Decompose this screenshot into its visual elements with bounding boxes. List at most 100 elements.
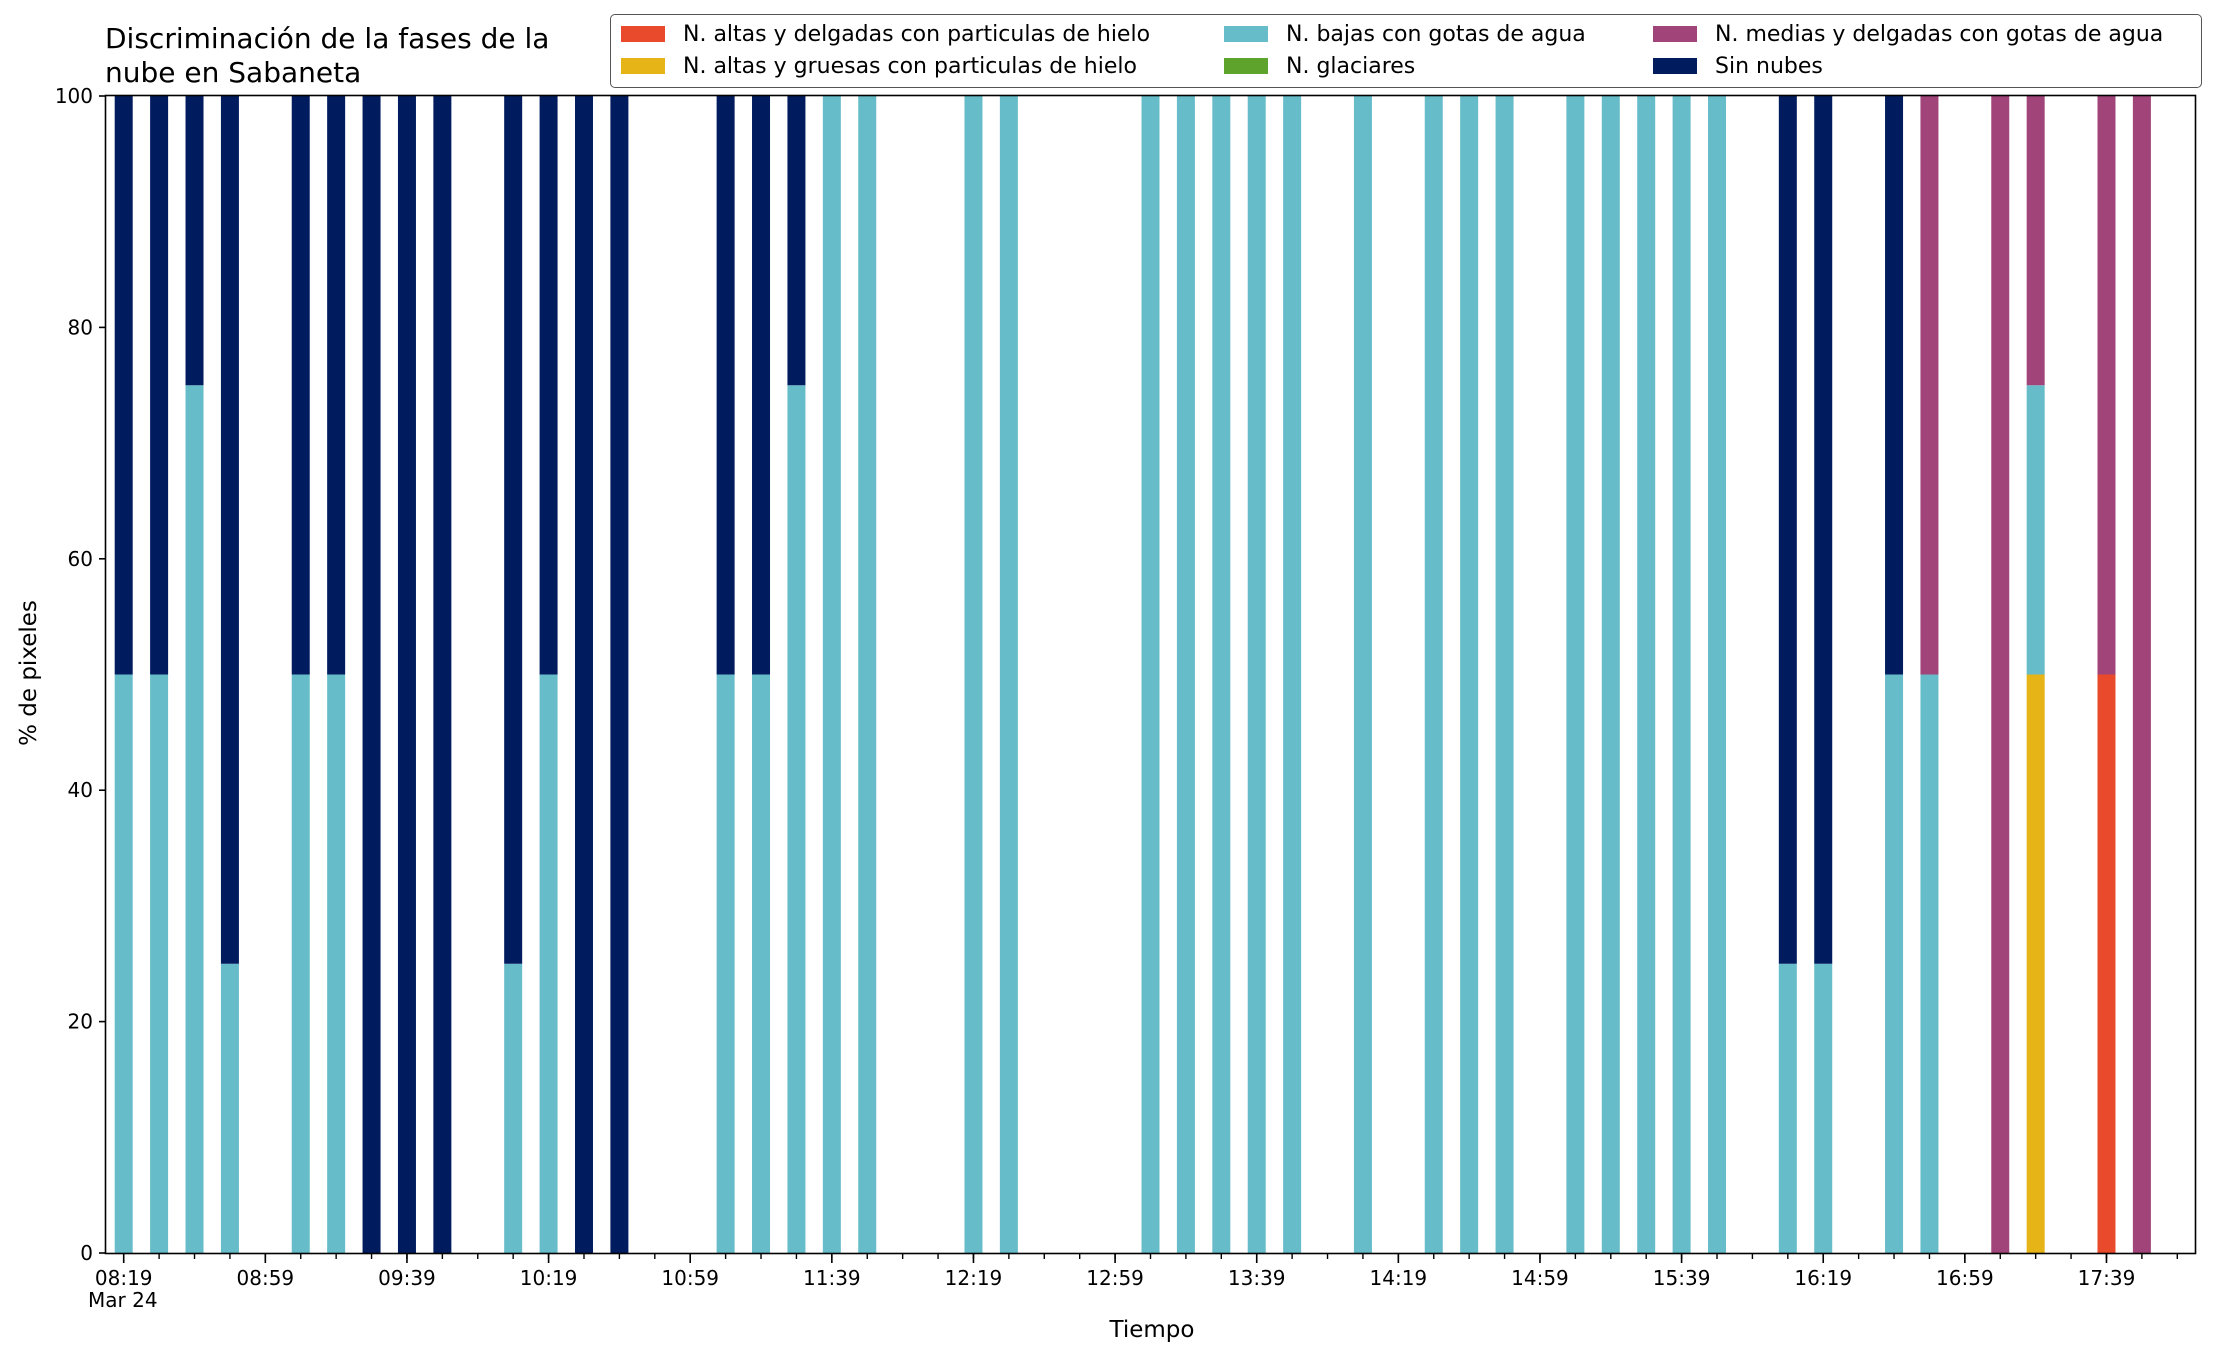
bar-segment-bajas [1885, 674, 1904, 1253]
y-axis-label: % de pixeles [16, 600, 42, 746]
bar-segment-sin_nubes [362, 96, 381, 1253]
legend-item-sin-nubes: Sin nubes [1653, 53, 1823, 81]
x-tick-label: 09:39 [378, 1266, 436, 1290]
chart-title-line-2: nube en Sabaneta [105, 56, 362, 89]
bar-segment-sin_nubes [433, 96, 452, 1253]
bar-segment-sin_nubes [1814, 96, 1833, 964]
bar-segment-sin_nubes [1778, 96, 1797, 964]
legend-label: Sin nubes [1715, 54, 1823, 79]
y-tick-label: 40 [68, 778, 93, 802]
bar-segment-bajas [964, 96, 983, 1253]
bar-segment-bajas [1601, 96, 1620, 1253]
bar-segment-sin_nubes [504, 96, 523, 964]
legend-item-altas-gruesas: N. altas y gruesas con particulas de hie… [621, 53, 1137, 81]
x-axis-label: Tiempo [1109, 1317, 1195, 1343]
bar-segment-bajas [1778, 963, 1797, 1253]
legend-label: N. glaciares [1286, 54, 1416, 79]
chart-title-line-1: Discriminación de la fases de la [105, 22, 550, 55]
x-tick-label: 16:19 [1794, 1266, 1852, 1290]
bar-segment-sin_nubes [716, 96, 735, 675]
bar-segment-bajas [1212, 96, 1231, 1253]
bar-segment-sin_nubes [397, 96, 416, 1253]
bar-segment-bajas [752, 674, 771, 1253]
bar-segment-sin_nubes [787, 96, 806, 386]
bar-segment-bajas [1460, 96, 1479, 1253]
bar-segment-bajas [291, 674, 310, 1253]
bar-segment-bajas [1920, 674, 1939, 1253]
bar-segment-sin_nubes [1885, 96, 1904, 675]
legend-label: N. altas y delgadas con particulas de hi… [683, 22, 1151, 47]
bar-segment-bajas [1566, 96, 1585, 1253]
x-tick-label: 12:19 [945, 1266, 1003, 1290]
legend-item-glaciares: N. glaciares [1224, 53, 1415, 81]
bar-segment-bajas [822, 96, 841, 1253]
x-tick-label: 14:59 [1511, 1266, 1569, 1290]
bar-segment-bajas [858, 96, 877, 1253]
legend-swatch [1653, 58, 1697, 74]
legend-item-medias: N. medias y delgadas con gotas de agua [1653, 21, 2163, 49]
bar-segment-bajas [1353, 96, 1372, 1253]
x-tick-label: 11:39 [803, 1266, 861, 1290]
y-tick-label: 0 [80, 1241, 93, 1265]
bar-segment-bajas [327, 674, 346, 1253]
x-tick-label: 08:19 [95, 1266, 153, 1290]
bar-segment-bajas [1637, 96, 1656, 1253]
y-tick-label: 20 [68, 1010, 93, 1034]
x-tick-label: 10:19 [520, 1266, 578, 1290]
bar-segment-medias [2026, 96, 2045, 386]
x-tick-label: 13:39 [1228, 1266, 1286, 1290]
legend-swatch [1653, 26, 1697, 42]
bar-segment-altas_delgadas [2097, 674, 2116, 1253]
bar-segment-medias [1920, 96, 1939, 675]
legend-swatch [1224, 58, 1268, 74]
bar-segment-medias [1991, 96, 2010, 1253]
legend-label: N. altas y gruesas con particulas de hie… [683, 54, 1137, 79]
legend: N. altas y delgadas con particulas de hi… [610, 14, 2202, 88]
bar-segment-altas_gruesas [2026, 674, 2045, 1253]
bar-segment-sin_nubes [291, 96, 310, 675]
chart-title: Discriminación de la fases de la nube en… [105, 22, 549, 90]
bar-segment-bajas [150, 674, 169, 1253]
legend-label: N. medias y delgadas con gotas de agua [1715, 22, 2164, 47]
bar-segment-bajas [999, 96, 1018, 1253]
bar-segment-sin_nubes [327, 96, 346, 675]
x-tick-label: 12:59 [1086, 1266, 1144, 1290]
bar-segment-sin_nubes [752, 96, 771, 675]
x-tick-label: 10:59 [661, 1266, 719, 1290]
bar-segment-bajas [1672, 96, 1691, 1253]
bar-segment-bajas [504, 963, 523, 1253]
bar-segment-medias [2097, 96, 2116, 675]
bar-segment-bajas [787, 385, 806, 1253]
bar-segment-bajas [1495, 96, 1514, 1253]
legend-item-bajas: N. bajas con gotas de agua [1224, 21, 1586, 49]
bar-segment-bajas [1708, 96, 1727, 1253]
bar-segment-bajas [539, 674, 558, 1253]
legend-swatch [621, 26, 665, 42]
bar-segment-bajas [1283, 96, 1302, 1253]
x-tick-label: 08:59 [237, 1266, 295, 1290]
y-tick-label: 60 [68, 547, 93, 571]
x-tick-label: 17:39 [2078, 1266, 2136, 1290]
legend-label: N. bajas con gotas de agua [1286, 22, 1586, 47]
y-axis: 0 20 40 60 80 100 [55, 84, 106, 1265]
legend-item-altas-delgadas: N. altas y delgadas con particulas de hi… [621, 21, 1150, 49]
bar-segment-bajas [185, 385, 204, 1253]
bar-segment-medias [2132, 96, 2151, 1253]
bar-segment-sin_nubes [150, 96, 169, 675]
bar-segment-bajas [1141, 96, 1160, 1253]
bar-segment-bajas [1814, 963, 1833, 1253]
bar-segment-sin_nubes [185, 96, 204, 386]
x-axis: 08:19 08:59 09:39 10:19 10:59 11:39 12:19 12:59… [95, 1253, 2178, 1290]
y-tick-label: 80 [68, 315, 93, 339]
bar-segment-bajas [1176, 96, 1195, 1253]
x-tick-label: 14:19 [1370, 1266, 1428, 1290]
bar-segment-sin_nubes [114, 96, 133, 675]
bar-segment-bajas [2026, 385, 2045, 675]
legend-swatch [1224, 26, 1268, 42]
x-tick-label: 16:59 [1936, 1266, 1994, 1290]
bar-segment-bajas [220, 963, 239, 1253]
bar-segment-bajas [114, 674, 133, 1253]
bar-segment-bajas [716, 674, 735, 1253]
x-date-label: Mar 24 [88, 1288, 158, 1312]
